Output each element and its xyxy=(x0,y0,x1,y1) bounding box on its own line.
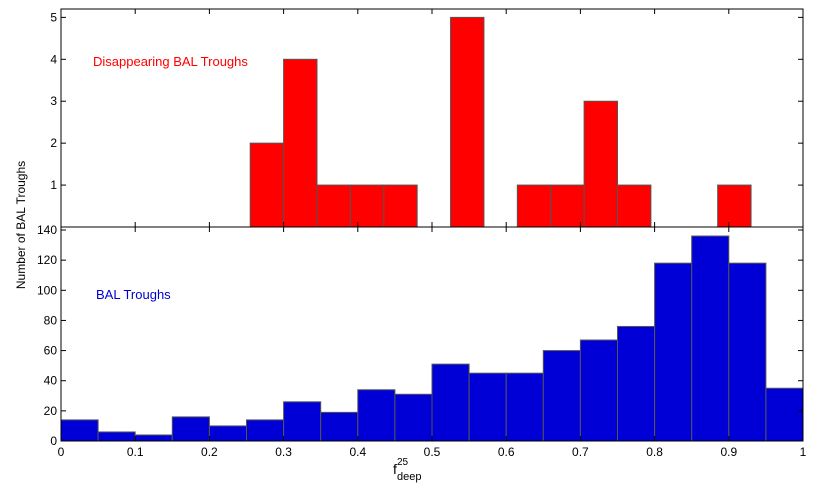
bottom-y-tick-label: 20 xyxy=(44,404,58,418)
top-bar xyxy=(717,184,752,228)
x-tick-label: 0.5 xyxy=(424,445,441,459)
top-panel-axes: 1 2 3 4 5 xyxy=(50,8,804,228)
x-tick-label: 0.7 xyxy=(572,445,589,459)
bottom-bar xyxy=(505,372,544,442)
top-bar xyxy=(583,100,618,228)
top-bar xyxy=(249,142,285,228)
x-tick-label: 0.2 xyxy=(201,445,218,459)
x-axis-label: f 25 deep xyxy=(393,457,421,483)
bottom-bar xyxy=(765,387,804,442)
x-tick-label: 0.8 xyxy=(646,445,663,459)
top-plot-frame xyxy=(60,8,804,228)
bottom-bar xyxy=(171,416,210,442)
top-y-tick-label: 2 xyxy=(50,136,57,150)
x-tick-label: 0.6 xyxy=(498,445,515,459)
x-tick-label: 0 xyxy=(58,445,65,459)
x-tick-label: 0.4 xyxy=(349,445,366,459)
bottom-bar xyxy=(60,419,99,442)
bottom-bar xyxy=(134,434,173,442)
bottom-y-tick-label: 0 xyxy=(50,434,57,448)
top-bar xyxy=(450,16,485,228)
bottom-bar xyxy=(728,262,767,442)
x-tick-label: 0.1 xyxy=(127,445,144,459)
bottom-bar xyxy=(468,372,507,442)
bottom-y-tick-label: 140 xyxy=(37,223,57,237)
top-panel-bars xyxy=(249,16,752,228)
top-bar xyxy=(316,184,351,228)
top-bar xyxy=(617,184,652,228)
x-tick-label: 0.9 xyxy=(720,445,737,459)
x-tick-label: 0.3 xyxy=(275,445,292,459)
top-bar xyxy=(550,184,585,228)
top-bar xyxy=(383,184,418,228)
bottom-bar xyxy=(654,262,693,442)
bottom-bar xyxy=(542,350,581,442)
x-axis-label-base: f xyxy=(393,461,397,477)
bottom-y-tick-label: 40 xyxy=(44,374,58,388)
bottom-panel-annotation: BAL Troughs xyxy=(96,287,171,302)
x-axis-label-superscript: 25 xyxy=(397,457,409,468)
bottom-y-tick-label: 60 xyxy=(44,344,58,358)
top-bar xyxy=(349,184,385,228)
top-y-tick-label: 4 xyxy=(50,52,57,66)
bottom-y-tick-label: 100 xyxy=(37,283,57,297)
bottom-bar xyxy=(357,389,396,442)
bottom-bar xyxy=(283,401,322,442)
bottom-bar xyxy=(208,425,247,442)
x-axis-label-subscript: deep xyxy=(397,471,421,483)
y-axis-label: Number of BAL Troughs xyxy=(14,161,28,289)
top-panel-annotation: Disappearing BAL Troughs xyxy=(93,54,248,69)
x-tick-label: 1 xyxy=(800,445,807,459)
bottom-bar xyxy=(394,393,433,442)
top-y-tick-label: 5 xyxy=(50,10,57,24)
top-bar xyxy=(283,58,318,228)
bottom-panel-bars xyxy=(60,235,804,442)
bottom-panel-axes: 0 20 40 60 80 100 120 140 0 0.1 0.2 0.3 0.4 0.5 0.6 0.7… xyxy=(37,223,807,459)
top-bar xyxy=(516,184,552,228)
bottom-bar xyxy=(431,363,470,442)
bottom-y-tick-label: 120 xyxy=(37,253,57,267)
bottom-bar xyxy=(320,411,359,442)
bottom-bar xyxy=(579,339,619,442)
bottom-bar xyxy=(97,431,136,442)
bottom-bar xyxy=(246,419,285,442)
top-y-tick-label: 3 xyxy=(50,94,57,108)
bottom-bar xyxy=(691,235,730,442)
top-y-tick-label: 1 xyxy=(50,178,57,192)
bottom-y-tick-label: 80 xyxy=(44,313,58,327)
bottom-bar xyxy=(617,325,656,442)
